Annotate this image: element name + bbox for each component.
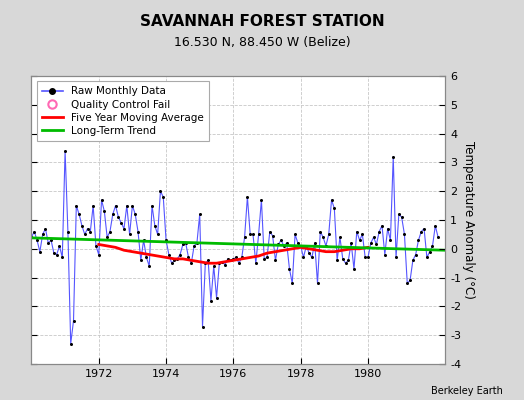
Text: Berkeley Earth: Berkeley Earth [431,386,503,396]
Text: SAVANNAH FOREST STATION: SAVANNAH FOREST STATION [140,14,384,29]
Legend: Raw Monthly Data, Quality Control Fail, Five Year Moving Average, Long-Term Tren: Raw Monthly Data, Quality Control Fail, … [37,81,209,141]
Y-axis label: Temperature Anomaly (°C): Temperature Anomaly (°C) [462,141,475,299]
Text: 16.530 N, 88.450 W (Belize): 16.530 N, 88.450 W (Belize) [173,36,351,49]
